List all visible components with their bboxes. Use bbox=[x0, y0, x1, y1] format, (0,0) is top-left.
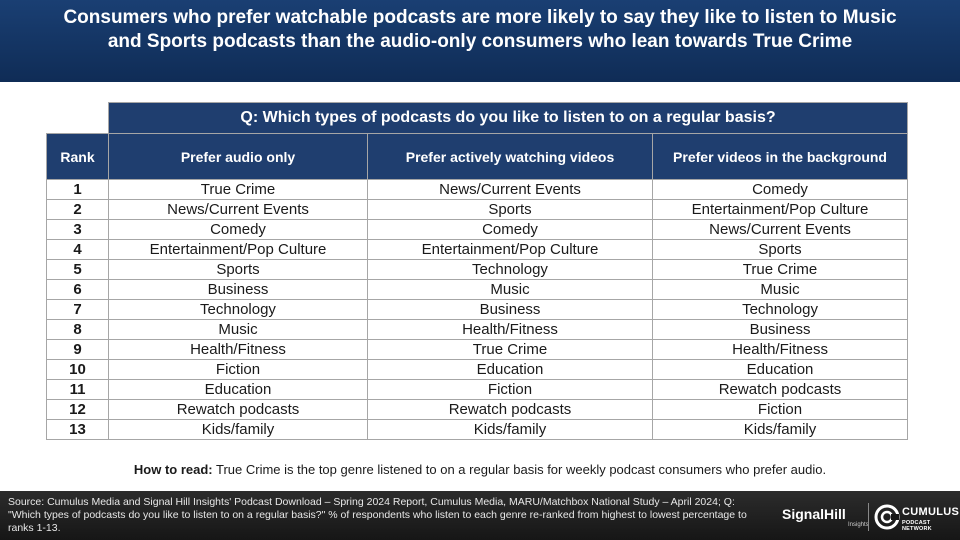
rank-cell: 11 bbox=[46, 379, 109, 400]
cumulus-logo-sub: PODCAST NETWORK bbox=[902, 520, 932, 532]
actively-watching-cell: Technology bbox=[367, 259, 653, 280]
videos-background-cell: True Crime bbox=[651, 259, 909, 280]
actively-watching-cell: Fiction bbox=[367, 379, 653, 400]
how-to-read-note: How to read: True Crime is the top genre… bbox=[0, 462, 960, 477]
audio-only-cell: Kids/family bbox=[108, 419, 368, 440]
question-spacer bbox=[46, 102, 109, 134]
actively-watching-cell: News/Current Events bbox=[367, 179, 653, 200]
videos-background-cell: Entertainment/Pop Culture bbox=[651, 199, 909, 220]
actively-watching-cell: Education bbox=[367, 359, 653, 380]
actively-watching-cell: Rewatch podcasts bbox=[367, 399, 653, 420]
ranking-table: Q: Which types of podcasts do you like t… bbox=[46, 102, 909, 440]
cumulus-logo-icon bbox=[874, 504, 900, 530]
actively-watching-cell: Entertainment/Pop Culture bbox=[367, 239, 653, 260]
rank-cell: 1 bbox=[46, 179, 109, 200]
actively-watching-cell: Music bbox=[367, 279, 653, 300]
videos-background-cell: Rewatch podcasts bbox=[651, 379, 909, 400]
audio-only-cell: Sports bbox=[108, 259, 368, 280]
audio-only-cell: Music bbox=[108, 319, 368, 340]
signal-hill-logo: SignalHill bbox=[782, 506, 846, 522]
question-header: Q: Which types of podcasts do you like t… bbox=[107, 102, 909, 134]
table-row: 12 Rewatch podcasts Rewatch podcasts Fic… bbox=[46, 399, 909, 420]
videos-background-cell: Kids/family bbox=[651, 419, 909, 440]
title-banner: Consumers who prefer watchable podcasts … bbox=[0, 0, 960, 82]
videos-background-cell: Fiction bbox=[651, 399, 909, 420]
column-header-audio-only: Prefer audio only bbox=[108, 133, 368, 180]
audio-only-cell: True Crime bbox=[108, 179, 368, 200]
footer-bar: Source: Cumulus Media and Signal Hill In… bbox=[0, 491, 960, 540]
how-to-read-text: True Crime is the top genre listened to … bbox=[212, 462, 827, 477]
rank-cell: 4 bbox=[46, 239, 109, 260]
table-row: 11 Education Fiction Rewatch podcasts bbox=[46, 379, 909, 400]
column-header-rank: Rank bbox=[46, 133, 109, 180]
videos-background-cell: Business bbox=[651, 319, 909, 340]
source-note: Source: Cumulus Media and Signal Hill In… bbox=[8, 496, 747, 534]
actively-watching-cell: Sports bbox=[367, 199, 653, 220]
column-header-videos-background: Prefer videos in the background bbox=[651, 133, 909, 180]
audio-only-cell: Entertainment/Pop Culture bbox=[108, 239, 368, 260]
audio-only-cell: Education bbox=[108, 379, 368, 400]
page-title: Consumers who prefer watchable podcasts … bbox=[63, 7, 897, 52]
audio-only-cell: Comedy bbox=[108, 219, 368, 240]
videos-background-cell: Education bbox=[651, 359, 909, 380]
actively-watching-cell: Comedy bbox=[367, 219, 653, 240]
rank-cell: 10 bbox=[46, 359, 109, 380]
videos-background-cell: News/Current Events bbox=[651, 219, 909, 240]
actively-watching-cell: Business bbox=[367, 299, 653, 320]
videos-background-cell: Technology bbox=[651, 299, 909, 320]
rank-cell: 9 bbox=[46, 339, 109, 360]
table-row: 4 Entertainment/Pop Culture Entertainmen… bbox=[46, 239, 909, 260]
how-to-read-label: How to read: bbox=[133, 462, 213, 477]
table-row: 3 Comedy Comedy News/Current Events bbox=[46, 219, 909, 240]
videos-background-cell: Sports bbox=[651, 239, 909, 260]
videos-background-cell: Health/Fitness bbox=[651, 339, 909, 360]
table-row: 6 Business Music Music bbox=[46, 279, 909, 300]
ranking-table-container: Q: Which types of podcasts do you like t… bbox=[46, 102, 909, 440]
table-row: 7 Technology Business Technology bbox=[46, 299, 909, 320]
table-row: 8 Music Health/Fitness Business bbox=[46, 319, 909, 340]
table-row: 13 Kids/family Kids/family Kids/family bbox=[46, 419, 909, 440]
audio-only-cell: News/Current Events bbox=[108, 199, 368, 220]
column-header-actively-watching: Prefer actively watching videos bbox=[367, 133, 653, 180]
table-row: 10 Fiction Education Education bbox=[46, 359, 909, 380]
audio-only-cell: Business bbox=[108, 279, 368, 300]
audio-only-cell: Rewatch podcasts bbox=[108, 399, 368, 420]
table-row: 9 Health/Fitness True Crime Health/Fitne… bbox=[46, 339, 909, 360]
table-row: 5 Sports Technology True Crime bbox=[46, 259, 909, 280]
rank-cell: 2 bbox=[46, 199, 109, 220]
actively-watching-cell: Health/Fitness bbox=[367, 319, 653, 340]
rank-cell: 5 bbox=[46, 259, 109, 280]
videos-background-cell: Music bbox=[651, 279, 909, 300]
rank-cell: 12 bbox=[46, 399, 109, 420]
rank-cell: 13 bbox=[46, 419, 109, 440]
table-row: 2 News/Current Events Sports Entertainme… bbox=[46, 199, 909, 220]
audio-only-cell: Fiction bbox=[108, 359, 368, 380]
logo-divider bbox=[868, 503, 869, 531]
audio-only-cell: Technology bbox=[108, 299, 368, 320]
audio-only-cell: Health/Fitness bbox=[108, 339, 368, 360]
rank-cell: 7 bbox=[46, 299, 109, 320]
actively-watching-cell: Kids/family bbox=[367, 419, 653, 440]
rank-cell: 3 bbox=[46, 219, 109, 240]
videos-background-cell: Comedy bbox=[651, 179, 909, 200]
rank-cell: 8 bbox=[46, 319, 109, 340]
cumulus-logo-name: CUMULUS bbox=[902, 506, 960, 518]
table-row: 1 True Crime News/Current Events Comedy bbox=[46, 179, 909, 200]
signal-hill-logo-sub: Insights bbox=[848, 522, 869, 528]
actively-watching-cell: True Crime bbox=[367, 339, 653, 360]
rank-cell: 6 bbox=[46, 279, 109, 300]
